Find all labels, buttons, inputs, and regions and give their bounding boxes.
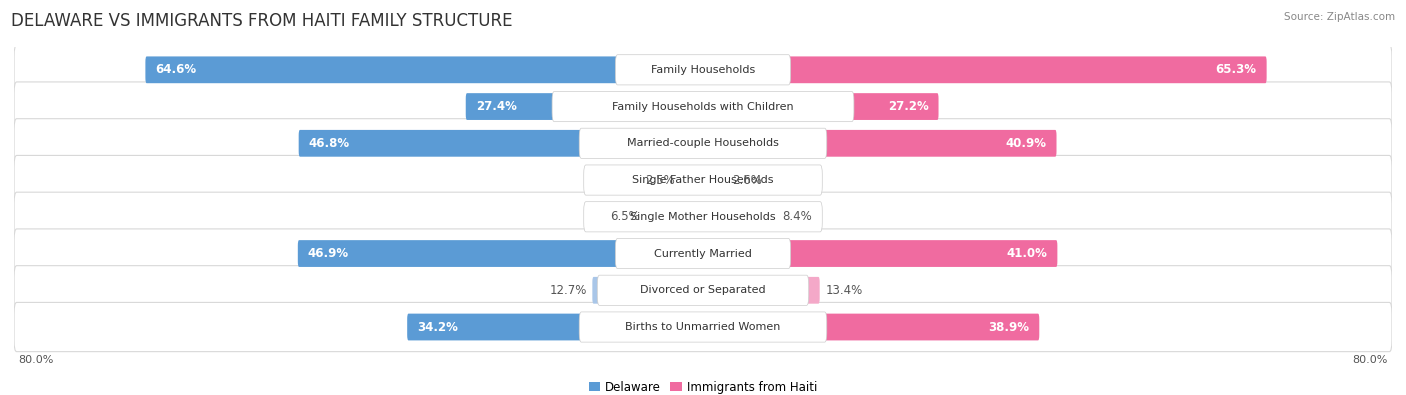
FancyBboxPatch shape (298, 130, 704, 157)
FancyBboxPatch shape (14, 118, 1392, 168)
FancyBboxPatch shape (14, 303, 1392, 352)
Text: 46.9%: 46.9% (308, 247, 349, 260)
FancyBboxPatch shape (702, 56, 1267, 83)
FancyBboxPatch shape (553, 92, 853, 122)
FancyBboxPatch shape (145, 56, 704, 83)
Text: Married-couple Households: Married-couple Households (627, 138, 779, 148)
FancyBboxPatch shape (592, 277, 704, 304)
Text: 6.5%: 6.5% (610, 210, 640, 223)
Text: Family Households with Children: Family Households with Children (612, 102, 794, 111)
Text: 2.6%: 2.6% (733, 173, 762, 186)
FancyBboxPatch shape (702, 203, 776, 230)
FancyBboxPatch shape (14, 229, 1392, 278)
FancyBboxPatch shape (702, 314, 1039, 340)
FancyBboxPatch shape (14, 266, 1392, 315)
FancyBboxPatch shape (465, 93, 704, 120)
FancyBboxPatch shape (616, 239, 790, 269)
FancyBboxPatch shape (579, 128, 827, 158)
Text: Births to Unmarried Women: Births to Unmarried Women (626, 322, 780, 332)
FancyBboxPatch shape (702, 277, 820, 304)
Text: Currently Married: Currently Married (654, 248, 752, 259)
FancyBboxPatch shape (14, 155, 1392, 205)
FancyBboxPatch shape (14, 192, 1392, 241)
Text: DELAWARE VS IMMIGRANTS FROM HAITI FAMILY STRUCTURE: DELAWARE VS IMMIGRANTS FROM HAITI FAMILY… (11, 12, 513, 30)
FancyBboxPatch shape (702, 240, 1057, 267)
Text: 38.9%: 38.9% (988, 320, 1029, 333)
Text: Source: ZipAtlas.com: Source: ZipAtlas.com (1284, 12, 1395, 22)
Text: 65.3%: 65.3% (1216, 63, 1257, 76)
Text: Single Mother Households: Single Mother Households (630, 212, 776, 222)
Text: 27.4%: 27.4% (475, 100, 516, 113)
FancyBboxPatch shape (702, 167, 727, 194)
FancyBboxPatch shape (702, 93, 939, 120)
FancyBboxPatch shape (598, 275, 808, 305)
Text: 12.7%: 12.7% (550, 284, 586, 297)
FancyBboxPatch shape (14, 82, 1392, 131)
FancyBboxPatch shape (408, 314, 704, 340)
Text: Family Households: Family Households (651, 65, 755, 75)
FancyBboxPatch shape (583, 165, 823, 195)
FancyBboxPatch shape (616, 55, 790, 85)
Text: 27.2%: 27.2% (887, 100, 928, 113)
FancyBboxPatch shape (702, 130, 1056, 157)
FancyBboxPatch shape (681, 167, 704, 194)
FancyBboxPatch shape (579, 312, 827, 342)
FancyBboxPatch shape (583, 202, 823, 232)
FancyBboxPatch shape (645, 203, 704, 230)
Text: Divorced or Separated: Divorced or Separated (640, 285, 766, 295)
Text: 34.2%: 34.2% (418, 320, 458, 333)
Text: 41.0%: 41.0% (1007, 247, 1047, 260)
FancyBboxPatch shape (298, 240, 704, 267)
Text: 13.4%: 13.4% (825, 284, 862, 297)
Legend: Delaware, Immigrants from Haiti: Delaware, Immigrants from Haiti (583, 376, 823, 395)
FancyBboxPatch shape (14, 45, 1392, 94)
Text: Single Father Households: Single Father Households (633, 175, 773, 185)
Text: 8.4%: 8.4% (782, 210, 813, 223)
Text: 40.9%: 40.9% (1005, 137, 1046, 150)
Text: 46.8%: 46.8% (308, 137, 350, 150)
Text: 80.0%: 80.0% (18, 355, 53, 365)
Text: 64.6%: 64.6% (155, 63, 197, 76)
Text: 2.5%: 2.5% (645, 173, 675, 186)
Text: 80.0%: 80.0% (1353, 355, 1388, 365)
